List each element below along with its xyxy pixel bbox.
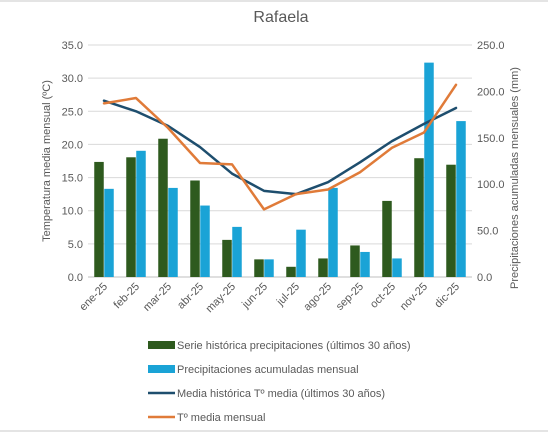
bar-monthly-precip [328,187,338,277]
chart-title: Rafaela [253,9,308,26]
legend: Serie histórica precipitaciones (últimos… [148,340,411,424]
left-tick-label: 20.0 [62,139,83,151]
bar-monthly-precip [392,258,402,277]
right-tick-label: 100.0 [477,179,505,191]
left-axis-ticks: 0.0 5.0 10.0 15.0 20.0 25.0 30.0 35.0 [62,40,83,284]
bar-historical-precip [350,245,360,277]
right-axis-ticks: 0.0 50.0 100.0 150.0 200.0 250.0 [477,40,505,284]
bar-monthly-precip [136,150,146,277]
right-tick-label: 150.0 [477,133,505,145]
legend-label: Tº media mensual [177,412,265,424]
legend-label: Media histórica Tº media (últimos 30 año… [177,388,385,400]
left-tick-label: 25.0 [62,106,83,118]
bar-monthly-precip [264,259,274,277]
left-tick-label: 0.0 [68,272,83,284]
bar-monthly-precip [424,62,434,277]
bar-historical-precip [286,266,296,277]
legend-label: Precipitaciones acumuladas mensual [177,364,359,376]
lines [102,83,458,211]
bar-historical-precip [414,158,424,277]
y-left-axis-label: Temperatura media mensual (ºC) [41,80,53,242]
left-tick-label: 10.0 [62,206,83,218]
bar-historical-precip [254,259,264,277]
bar-monthly-precip [104,188,114,277]
right-tick-label: 50.0 [477,226,498,238]
bar-historical-precip [318,258,328,277]
bar-historical-precip [94,161,104,277]
right-tick-label: 250.0 [477,40,505,52]
bar-monthly-precip [360,251,370,277]
legend-swatch [148,341,175,349]
right-tick-label: 0.0 [477,272,492,284]
bar-monthly-precip [232,226,242,277]
bar-historical-precip [446,164,456,277]
bar-historical-precip [190,180,200,277]
bar-monthly-precip [456,121,466,277]
bar-historical-precip [126,157,136,277]
bar-historical-precip [222,239,232,277]
bar-historical-precip [382,200,392,277]
line-monthly-temp [102,83,458,211]
bar-historical-precip [158,138,168,277]
bar-monthly-precip [200,205,210,277]
bars [94,62,466,277]
legend-label: Serie histórica precipitaciones (últimos… [177,340,411,352]
left-tick-label: 5.0 [68,239,83,251]
legend-swatch [148,365,175,373]
right-tick-label: 200.0 [477,86,505,98]
bar-monthly-precip [296,229,306,277]
left-tick-label: 35.0 [62,40,83,52]
y-right-axis-label: Precipitaciones acumuladas mensuales (mm… [509,67,521,289]
left-tick-label: 30.0 [62,73,83,85]
left-tick-label: 15.0 [62,173,83,185]
bar-monthly-precip [168,187,178,277]
